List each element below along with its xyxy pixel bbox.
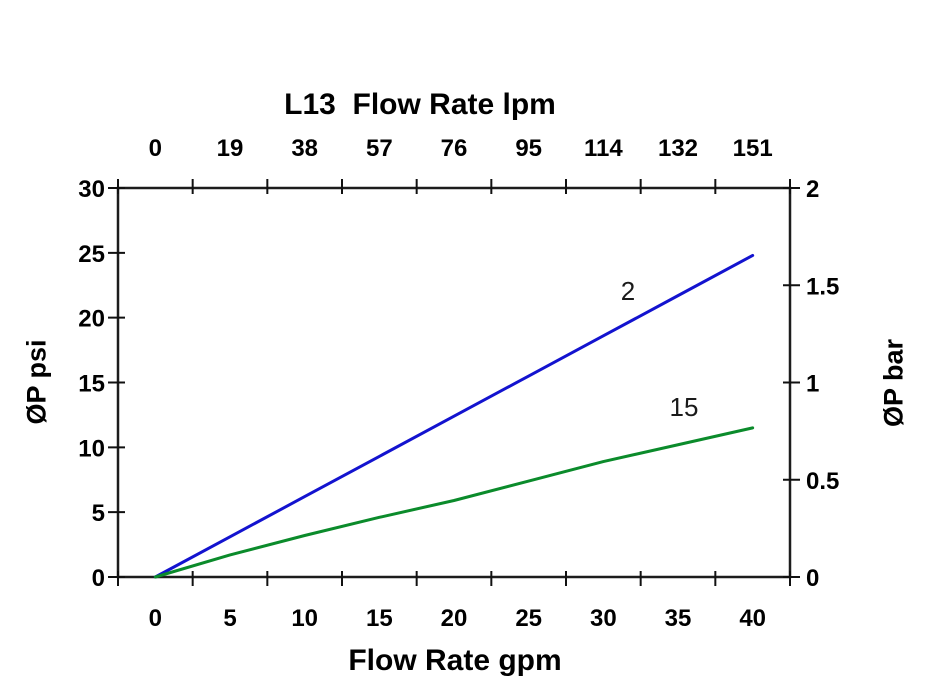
top-axis-tick-label: 132 [658, 135, 698, 162]
left-axis-tick-label: 10 [78, 435, 105, 462]
bottom-axis-tick-label: 30 [590, 605, 617, 632]
left-axis-tick-label: 20 [78, 306, 105, 333]
bottom-axis-title: Flow Rate gpm [348, 644, 562, 677]
curve-label-2: 2 [621, 276, 635, 306]
bottom-axis-tick-label: 20 [441, 605, 468, 632]
bottom-axis-tick-label: 0 [149, 605, 162, 632]
right-axis-tick-label: 0.5 [806, 468, 839, 495]
curve-label-15: 15 [670, 392, 699, 422]
plot-frame [116, 186, 792, 579]
top-axis-tick-label: 38 [291, 135, 318, 162]
series-line-2 [153, 253, 755, 579]
right-axis-tick-label: 0 [806, 565, 819, 592]
right-axis-tick-label: 2 [806, 176, 819, 203]
left-axis-tick-label: 5 [92, 500, 105, 527]
top-axis-tick-label: 76 [441, 135, 468, 162]
bottom-axis-tick-label: 25 [515, 605, 542, 632]
top-axis-tick-label: 0 [149, 135, 162, 162]
bottom-axis-tick-label: 5 [223, 605, 236, 632]
bottom-axis-tick-label: 35 [665, 605, 692, 632]
top-axis-tick-label: 57 [366, 135, 393, 162]
right-axis-tick-label: 1.5 [806, 273, 839, 300]
left-axis-tick-label: 30 [78, 176, 105, 203]
top-axis-tick-label: 95 [515, 135, 542, 162]
bottom-axis-tick-label: 10 [291, 605, 318, 632]
top-axis-tick-label: 151 [733, 135, 773, 162]
series-line-15 [153, 426, 755, 579]
left-axis-title: ØP psi [21, 339, 52, 425]
left-axis-tick-label: 25 [78, 241, 105, 268]
right-axis-tick-label: 1 [806, 371, 819, 398]
left-axis-tick-label: 15 [78, 371, 105, 398]
bottom-axis-tick-label: 40 [739, 605, 766, 632]
bottom-axis-tick-label: 15 [366, 605, 393, 632]
top-axis-tick-label: 114 [584, 135, 623, 162]
right-axis-title: ØP bar [878, 338, 909, 428]
top-axis-title: L13 Flow Rate lpm [284, 88, 556, 121]
left-axis-tick-label: 0 [92, 565, 105, 592]
top-axis-tick-label: 19 [217, 135, 244, 162]
